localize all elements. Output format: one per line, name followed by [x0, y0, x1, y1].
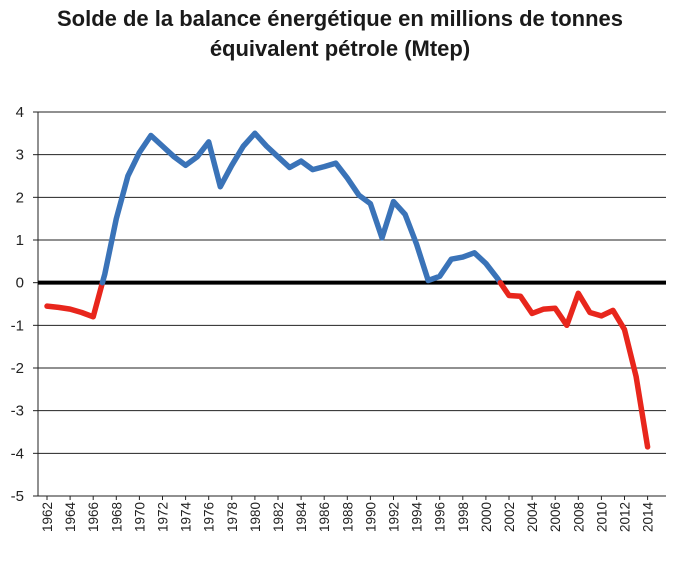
- y-tick-label: 1: [16, 232, 24, 249]
- x-tick-label: 1978: [225, 502, 240, 532]
- x-tick-label: 1968: [109, 502, 124, 532]
- x-tick-label: 1994: [410, 502, 425, 533]
- x-tick-label: 1980: [248, 502, 263, 532]
- y-tick-labels: 4 3 2 1 0 -1 -2 -3 -4 -5: [11, 104, 24, 505]
- x-tick-label: 1962: [40, 502, 55, 532]
- y-tick-label: 0: [16, 275, 24, 292]
- y-tick-label: 2: [16, 189, 24, 206]
- x-tick-label: 1988: [340, 502, 355, 532]
- x-tick-label: 2008: [571, 502, 586, 532]
- y-tick-label: 3: [16, 147, 24, 164]
- y-tick-label: -2: [11, 360, 24, 377]
- x-tick-label: 2012: [618, 502, 633, 532]
- x-tick-label: 1982: [271, 502, 286, 532]
- positive-series-line: [99, 130, 504, 286]
- x-tick-label: 2002: [502, 502, 517, 532]
- y-tick-label: -3: [11, 403, 24, 420]
- y-axis: [33, 111, 649, 500]
- y-tick-label: 4: [16, 104, 24, 121]
- x-tick-labels: 1962 1964 1966 1968 1970 1972 1974 1976 1978 1980…: [40, 502, 656, 533]
- y-tick-label: -5: [11, 488, 24, 505]
- x-tick-label: 1972: [156, 502, 171, 532]
- y-tick-label: -1: [11, 317, 24, 334]
- negative-series-line: [44, 279, 106, 320]
- x-tick-label: 1992: [387, 502, 402, 532]
- grid-lines: [38, 111, 666, 497]
- x-tick-label: 1976: [202, 502, 217, 532]
- x-tick-label: 2010: [594, 502, 609, 532]
- x-tick-label: 2000: [479, 502, 494, 532]
- negative-series-line: [497, 279, 651, 450]
- x-tick-label: 2014: [641, 502, 656, 533]
- x-tick-label: 1970: [132, 502, 147, 532]
- x-tick-label: 1986: [317, 502, 332, 532]
- x-tick-label: 2006: [548, 502, 563, 532]
- x-tick-label: 2004: [525, 502, 540, 533]
- x-tick-label: 1974: [179, 502, 194, 533]
- y-tick-label: -4: [11, 445, 24, 462]
- x-tick-label: 1990: [363, 502, 378, 532]
- chart-title-line-2: équivalent pétrole (Mtep): [209, 36, 471, 61]
- x-tick-label: 1984: [294, 502, 309, 533]
- series-lines: [44, 130, 651, 450]
- x-tick-label: 1998: [456, 502, 471, 532]
- x-tick-label: 1964: [63, 502, 78, 533]
- x-tick-label: 1996: [433, 502, 448, 532]
- chart-title-line-1: Solde de la balance énergétique en milli…: [56, 6, 624, 31]
- x-tick-label: 1966: [86, 502, 101, 532]
